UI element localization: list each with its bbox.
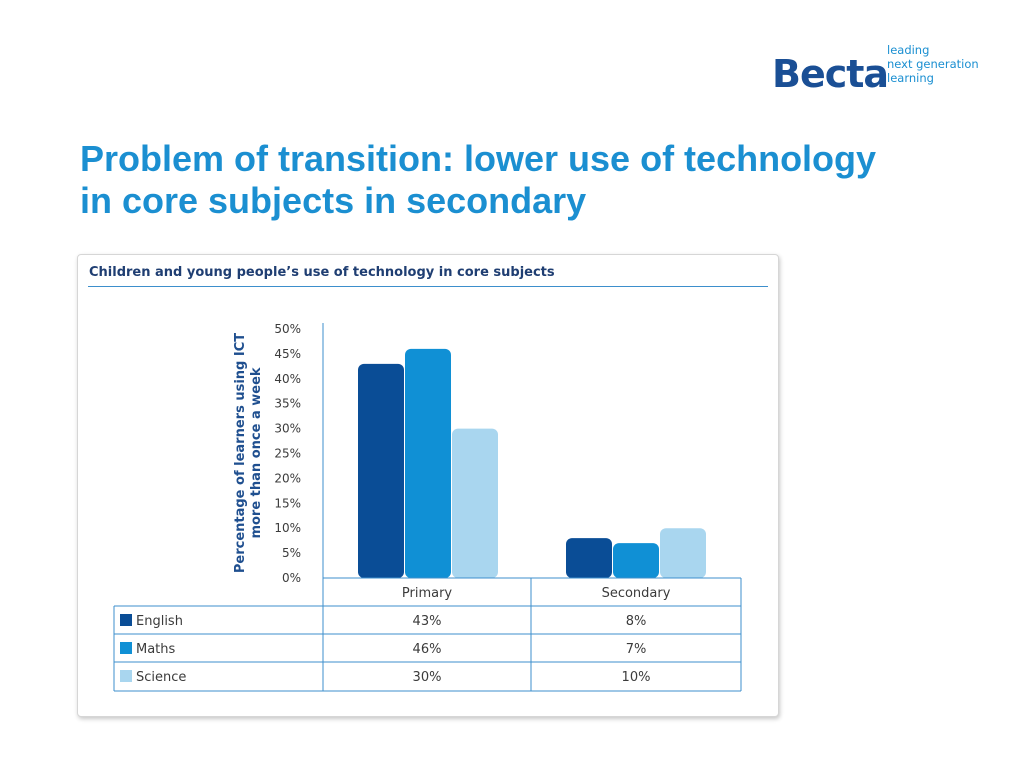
logo-tagline: leading next generation learning (887, 43, 979, 85)
chart-title-rule (88, 286, 768, 287)
legend-swatch (120, 670, 132, 682)
chart-title: Children and young people’s use of techn… (89, 265, 555, 280)
logo-wordmark: Becta (772, 52, 889, 96)
y-tick-label: 10% (274, 521, 301, 535)
slide-title-line: in core subjects in secondary (80, 180, 587, 221)
data-label: 30% (413, 670, 442, 685)
logo-tagline-line: next generation (887, 57, 979, 71)
data-label: 43% (413, 614, 442, 629)
slide-title-line: Problem of transition: lower use of tech… (80, 138, 877, 179)
data-label: 7% (626, 642, 647, 657)
data-label: 46% (413, 642, 442, 657)
chart-panel: Children and young people’s use of techn… (77, 254, 779, 717)
bar-maths-secondary (613, 543, 659, 578)
legend-swatch (120, 642, 132, 654)
legend-swatch (120, 614, 132, 626)
bar-science-primary (452, 428, 498, 578)
data-label: 8% (626, 614, 647, 629)
slide-title: Problem of transition: lower use of tech… (80, 138, 1000, 222)
y-tick-label: 25% (274, 447, 301, 461)
bar-chart: 0% 5% 10% 15% 20% 25% 30% 35% 40% 45% 50% Percentag… (113, 322, 742, 692)
logo-tagline-line: leading (887, 43, 930, 57)
y-tick-label: 30% (274, 422, 301, 436)
bar-english-secondary (566, 538, 612, 578)
y-axis-label: Percentage of learners using ICT (233, 333, 248, 573)
legend-label: English (136, 614, 183, 629)
bar-maths-primary (405, 348, 451, 578)
y-tick-label: 20% (274, 471, 301, 485)
bar-science-secondary (660, 528, 706, 578)
y-tick-label: 40% (274, 372, 301, 386)
y-tick-label: 45% (274, 347, 301, 361)
legend-label: Science (136, 670, 186, 685)
legend-label: Maths (136, 642, 176, 657)
becta-logo: Becta leading next generation learning (772, 40, 992, 100)
logo-tagline-line: learning (887, 71, 934, 85)
y-tick-label: 0% (282, 571, 301, 585)
data-label: 10% (622, 670, 651, 685)
y-tick-label: 15% (274, 496, 301, 510)
table-header-cell: Secondary (602, 586, 671, 601)
y-axis-label: more than once a week (249, 367, 264, 538)
table-header-cell: Primary (402, 586, 453, 601)
y-tick-label: 5% (282, 546, 301, 560)
bar-english-primary (358, 363, 404, 578)
y-tick-label: 50% (274, 322, 301, 336)
y-tick-label: 35% (274, 397, 301, 411)
